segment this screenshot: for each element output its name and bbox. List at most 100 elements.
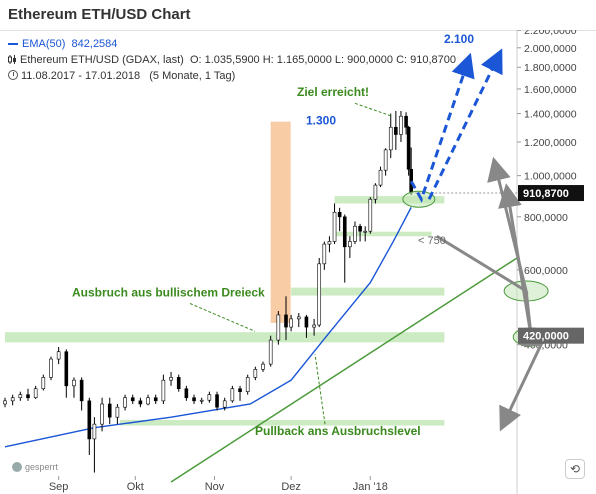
candle-body [115,406,120,418]
y-tick-label: 800,0000 [524,212,568,224]
x-tick-label: Sep [49,481,69,493]
candle-body [261,363,265,370]
candle-body [49,358,53,378]
candle-body [192,397,196,402]
candle-body [72,379,76,387]
candle-body [26,394,30,399]
candle-body [238,388,242,392]
y-tick-label: 1.600,0000 [524,84,577,96]
candle-body [358,225,362,232]
candle-body [199,399,204,402]
locked-indicator[interactable]: gesperrt [12,462,58,472]
locked-label: gesperrt [25,462,59,472]
candle-body [222,400,227,408]
candle-body [107,403,112,418]
x-tick-label: Nov [205,481,225,493]
breakout-highlight-band [270,121,291,323]
candle-body [327,241,332,245]
annotation-1300: 1.300 [306,113,336,127]
price-chart[interactable]: 400,0000600,0000800,00001.000,00001.200,… [0,30,596,494]
y-tick-label: 1.200,0000 [524,137,577,149]
candle-body [383,149,388,171]
candle-body [332,211,337,242]
candle-body [317,263,322,326]
scenario-arrow-3 [499,343,544,432]
candle-body [348,241,352,248]
candle-body [304,316,309,328]
support-zone [334,231,432,237]
candle-body [373,184,378,200]
candle-body [404,115,408,128]
candle-body [123,397,127,408]
range-legend: 11.08.2017 - 17.01.2018 (5 Monate, 1 Tag… [8,70,235,82]
candle-body [368,198,373,232]
trend-line [170,257,518,483]
support-price-tag: 420,0000 [523,331,569,343]
y-tick-label: 1.000,0000 [524,171,577,183]
reset-zoom-button[interactable]: ⟲ [565,459,585,479]
candle-body [378,169,383,186]
candle-body [64,351,69,387]
candle-body [284,314,288,328]
candle-body [176,377,181,390]
candle-body [253,369,258,378]
candle-body [337,211,342,218]
candle-body [169,377,173,381]
candle-body [394,126,398,135]
instrument-label: Ethereum ETH/USD (GDAX, last) [20,54,184,66]
candle-body [130,397,135,402]
annotation-breakout: Ausbruch aus bullischem Dreieck [72,285,265,299]
x-tick-label: Dez [281,481,301,493]
reset-icon: ⟲ [569,462,581,476]
candle-body [92,423,97,440]
candle-body [406,126,411,170]
candle-body [276,314,281,341]
support-price-tag-bg [518,327,584,344]
candle-body [268,339,273,365]
candle-body [353,225,357,242]
support-zone [291,287,445,296]
target-ellipse [402,190,436,208]
candle-body [245,377,250,392]
period-label: (5 Monate, 1 Tag) [149,70,236,82]
ema-swatch-icon [8,43,18,46]
candle-body [56,351,61,360]
chart-header: Ethereum ETH/USD Chart [0,0,596,31]
candle-body [161,379,166,402]
candle-body [79,379,84,402]
pointer-breakout [189,303,256,332]
x-tick-label: Jan '18 [353,481,388,493]
candle-body [184,388,189,399]
candle-body [322,243,327,265]
x-tick-label: Okt [127,481,144,493]
candle-body [363,230,367,233]
candlestick-icon [8,55,16,64]
bullish-arrow-a [409,52,475,203]
y-tick-label: 1.800,0000 [524,62,577,74]
candle-body [388,126,393,151]
support-zone [334,196,445,204]
clock-icon [8,70,18,80]
page-title: Ethereum ETH/USD Chart [8,6,191,23]
annotation-pullback: Pullback ans Ausbruchslevel [255,424,421,438]
candle-body [215,394,219,408]
candle-body [33,388,38,399]
ema-line [4,207,412,448]
annotation-2100: 2.100 [444,32,474,46]
instrument-legend: Ethereum ETH/USD (GDAX, last) O: 1.035,5… [8,54,456,66]
candle-body [146,397,150,405]
y-tick-label: 2.200,0000 [524,30,577,37]
candle-body [18,394,23,399]
annotation-target-reached: Ziel erreicht! [297,85,369,99]
pointer-pullback [314,354,326,425]
ema-legend: EMA(50) 842,2584 [8,38,117,50]
candle-body [3,400,7,405]
lock-icon [12,462,22,472]
candle-body [138,400,143,405]
candle-body [100,403,104,425]
candle-body [289,318,293,328]
candle-body [87,400,92,440]
annotation-below-750: < 750 [418,235,446,247]
candle-body [153,397,158,402]
candle-body [399,115,403,135]
